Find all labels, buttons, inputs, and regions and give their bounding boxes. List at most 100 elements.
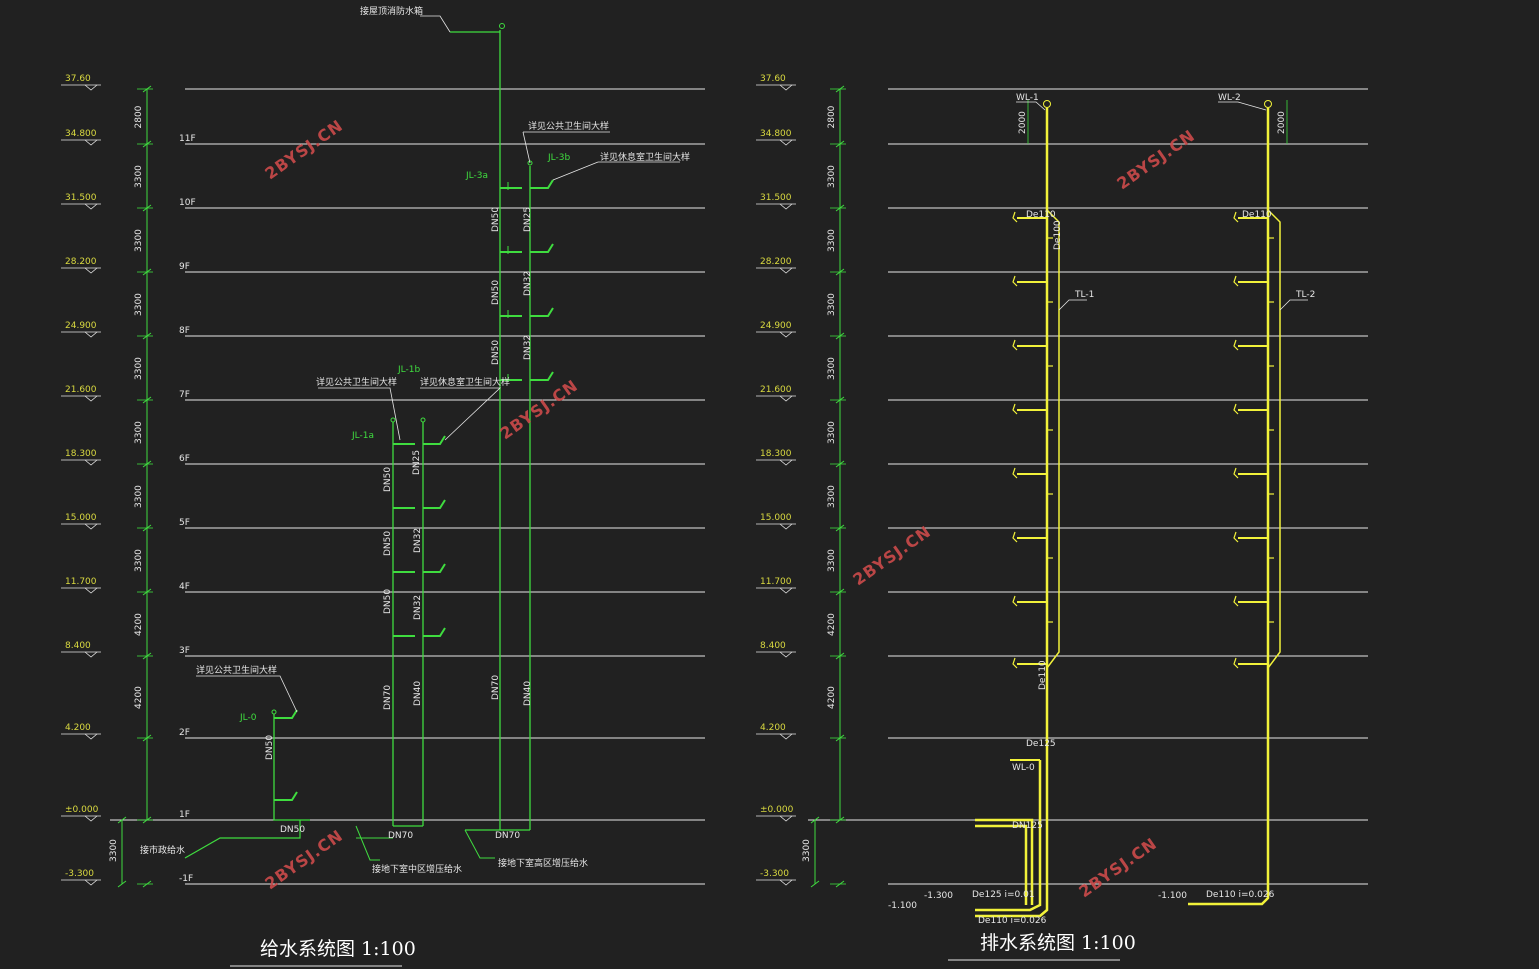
high-zone-inlet — [464, 829, 495, 859]
riser-tag: JL-0 — [239, 713, 257, 723]
floor-height-label: 3300 — [134, 229, 144, 252]
pipe-size: De125 — [1026, 739, 1056, 749]
fixture-branch — [530, 243, 554, 253]
fixture-branch — [274, 791, 298, 801]
valve-icon — [499, 23, 505, 29]
elevation-label: -3.300 — [65, 869, 94, 879]
floor-height-label: 3300 — [134, 165, 144, 188]
floor-name: -1F — [179, 874, 193, 884]
pipe-size: DN125 — [1012, 821, 1043, 831]
elevation-triangle — [779, 459, 793, 466]
elevation-triangle — [779, 587, 793, 594]
outlet-elevation: -1.300 — [924, 891, 953, 901]
p-trap — [1012, 275, 1018, 287]
pipe-size: DN50 — [383, 467, 393, 492]
pipe-size: De110 — [1038, 660, 1048, 690]
floor-height-label: 3300 — [827, 549, 837, 572]
floor-name: 8F — [179, 326, 190, 336]
leader — [1279, 299, 1308, 311]
fixture-branch — [274, 709, 298, 719]
floor-name: 4F — [179, 582, 190, 592]
p-trap — [1233, 657, 1239, 669]
elevation-triangle — [779, 523, 793, 530]
valve-icon — [420, 417, 426, 423]
labels: 37.60 34.800 31.500 28.200 24.900 21.600 18.30… — [65, 5, 1315, 967]
elevation-label: 8.400 — [760, 641, 786, 651]
pipe-size: DN50 — [491, 280, 501, 305]
fixture-branch — [423, 627, 446, 637]
note-public-wc-mid: 详见公共卫生间大样 — [316, 376, 397, 388]
elevation-triangle — [84, 267, 98, 274]
floor-height-label: 3300 — [134, 421, 144, 444]
leader — [420, 15, 451, 33]
fixture-branch — [423, 563, 446, 573]
dim-tick — [810, 816, 820, 824]
floor-height-label: 3300 — [134, 549, 144, 572]
leader — [552, 161, 599, 181]
outlet-label: De110 i=0.026 — [978, 916, 1047, 926]
elevation-label: 31.500 — [760, 193, 792, 203]
valve-icon — [390, 417, 396, 423]
leader — [522, 131, 531, 164]
pipe-network — [184, 15, 1308, 918]
roof-tank-note: 接屋顶消防水箱 — [360, 5, 423, 17]
elevation-label: 11.700 — [760, 577, 792, 587]
floor-height-label: 4200 — [134, 686, 144, 709]
elevation-label: 8.400 — [65, 641, 91, 651]
pipe-size: DN50 — [491, 207, 501, 232]
watermark: 2BYSJ.CN — [261, 826, 346, 894]
p-trap — [1012, 657, 1018, 669]
p-trap — [1012, 531, 1018, 543]
dim-tick — [117, 880, 127, 888]
floor-height-label: 3300 — [827, 165, 837, 188]
floor-height-label: 2800 — [827, 105, 837, 128]
elevation-label: 11.700 — [65, 577, 97, 587]
vent-stack — [1267, 209, 1281, 669]
pipe-size: DN50 — [383, 589, 393, 614]
elevation-label: 37.60 — [65, 74, 91, 84]
elevation-triangle — [84, 139, 98, 146]
elevation-triangle — [84, 331, 98, 338]
floor-height-label: 3300 — [827, 421, 837, 444]
pipe-size: De110 — [1242, 210, 1272, 220]
elevation-label: 34.800 — [65, 129, 97, 139]
leader — [1016, 101, 1046, 111]
riser-tag: WL-2 — [1218, 93, 1241, 103]
p-trap — [1233, 595, 1239, 607]
outlet-elevation: -1.100 — [1158, 891, 1187, 901]
vent-height-label: 2000 — [1018, 111, 1028, 134]
floor-height-label: 3300 — [827, 293, 837, 316]
dim-tick — [117, 816, 127, 824]
elevation-label: 31.500 — [65, 193, 97, 203]
elevation-triangle — [779, 84, 793, 91]
p-trap — [1012, 467, 1018, 479]
floor-name: 1F — [179, 810, 190, 820]
elevation-label: ±0.000 — [760, 805, 794, 815]
elevation-label: 18.300 — [65, 449, 97, 459]
floor-height-label: 3300 — [802, 839, 812, 862]
pipe-size: DN25 — [523, 207, 533, 232]
floor-name: 11F — [179, 134, 196, 144]
mid-zone-in-note: 接地下室中区增压给水 — [372, 863, 462, 875]
pipe-size: DN70 — [491, 675, 501, 700]
pipe-size: De100 — [1053, 220, 1063, 250]
pipe-size: DN50 — [265, 735, 275, 760]
p-trap — [1233, 403, 1239, 415]
fixture-branch — [423, 435, 446, 445]
elevation-triangle — [779, 267, 793, 274]
floor-height-label: 3300 — [134, 485, 144, 508]
floor-height-label: 3300 — [827, 357, 837, 380]
riser-tag: JL-1b — [397, 365, 420, 375]
p-trap — [1233, 531, 1239, 543]
floor-height-label: 2800 — [134, 105, 144, 128]
leader — [318, 387, 401, 441]
fixture-branch — [530, 179, 554, 189]
pipe-size: De110 — [1026, 210, 1056, 220]
floor-name: 5F — [179, 518, 190, 528]
watermark: 2BYSJ.CN — [849, 522, 934, 590]
pipe-size: DN70 — [388, 831, 413, 841]
elevation-triangle — [779, 651, 793, 658]
dim-tick — [810, 880, 820, 888]
note-public-wc-low: 详见公共卫生间大样 — [196, 664, 277, 676]
